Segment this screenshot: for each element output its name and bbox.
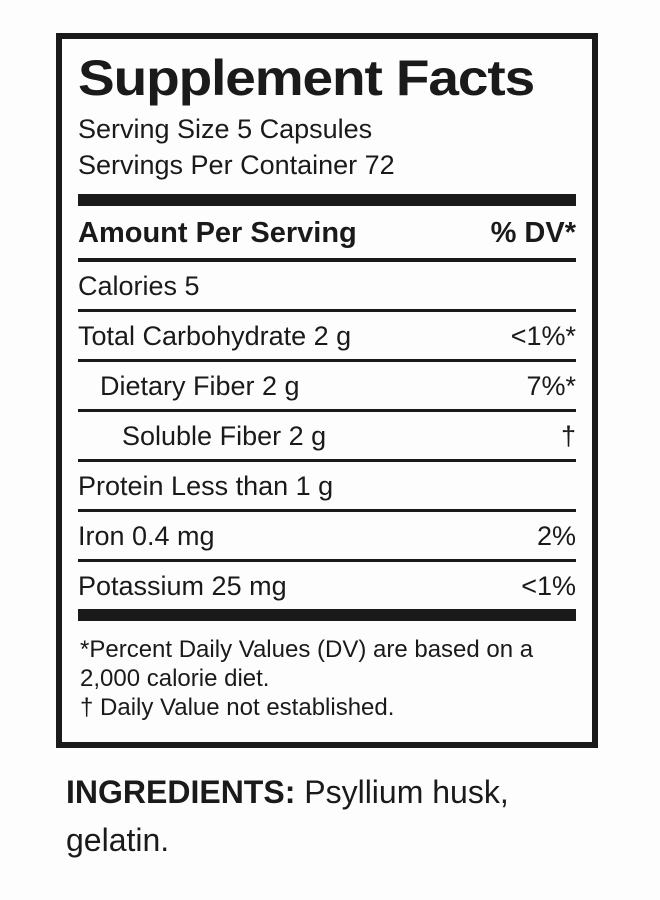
supplement-facts-panel: Supplement Facts Serving Size 5 Capsules… xyxy=(56,33,598,748)
nutrient-dv-value: † xyxy=(560,421,576,451)
thick-divider-bottom xyxy=(78,609,576,621)
nutrient-dv-value: <1%* xyxy=(510,321,576,351)
nutrient-rows: Calories 5 Total Carbohydrate 2 g <1%* D… xyxy=(78,262,576,609)
footnote-dagger: † Daily Value not established. xyxy=(80,694,395,721)
nutrient-row: Potassium 25 mg <1% xyxy=(78,562,576,609)
amount-per-serving-header: Amount Per Serving xyxy=(78,217,357,249)
nutrient-row: Calories 5 xyxy=(78,262,576,312)
ingredients-line: INGREDIENTS: Psyllium husk, gelatin. xyxy=(66,768,566,864)
panel-title: Supplement Facts xyxy=(78,50,535,106)
ingredients-text: Psyllium husk, gelatin. xyxy=(66,774,509,858)
nutrient-name: Iron 0.4 mg xyxy=(78,521,215,551)
nutrient-dv-value: 2% xyxy=(536,521,576,551)
nutrient-row: Protein Less than 1 g xyxy=(78,462,576,512)
nutrient-name: Soluble Fiber 2 g xyxy=(122,421,327,451)
nutrient-name: Dietary Fiber 2 g xyxy=(100,371,300,401)
nutrient-row: Dietary Fiber 2 g 7%* xyxy=(78,362,576,412)
nutrient-name: Protein Less than 1 g xyxy=(78,471,334,501)
nutrient-row: Iron 0.4 mg 2% xyxy=(78,512,576,562)
nutrient-dv-value: <1% xyxy=(521,571,576,601)
nutrient-name: Calories 5 xyxy=(78,271,200,301)
nutrient-name: Potassium 25 mg xyxy=(78,571,287,601)
ingredients-label: INGREDIENTS: xyxy=(66,774,296,810)
nutrient-dv-value: 7%* xyxy=(526,371,576,401)
nutrient-name: Total Carbohydrate 2 g xyxy=(78,321,352,351)
servings-per-container-line: Servings Per Container 72 xyxy=(78,150,395,180)
percent-dv-header: % DV* xyxy=(490,217,576,249)
table-header-row: Amount Per Serving % DV* xyxy=(78,206,576,262)
footnotes-block: *Percent Daily Values (DV) are based on … xyxy=(78,621,576,728)
thick-divider-top xyxy=(78,194,576,206)
footnote-daily-values: *Percent Daily Values (DV) are based on … xyxy=(80,636,534,692)
serving-size-line: Serving Size 5 Capsules xyxy=(78,114,373,144)
nutrient-row: Soluble Fiber 2 g † xyxy=(78,412,576,462)
nutrient-row: Total Carbohydrate 2 g <1%* xyxy=(78,312,576,362)
